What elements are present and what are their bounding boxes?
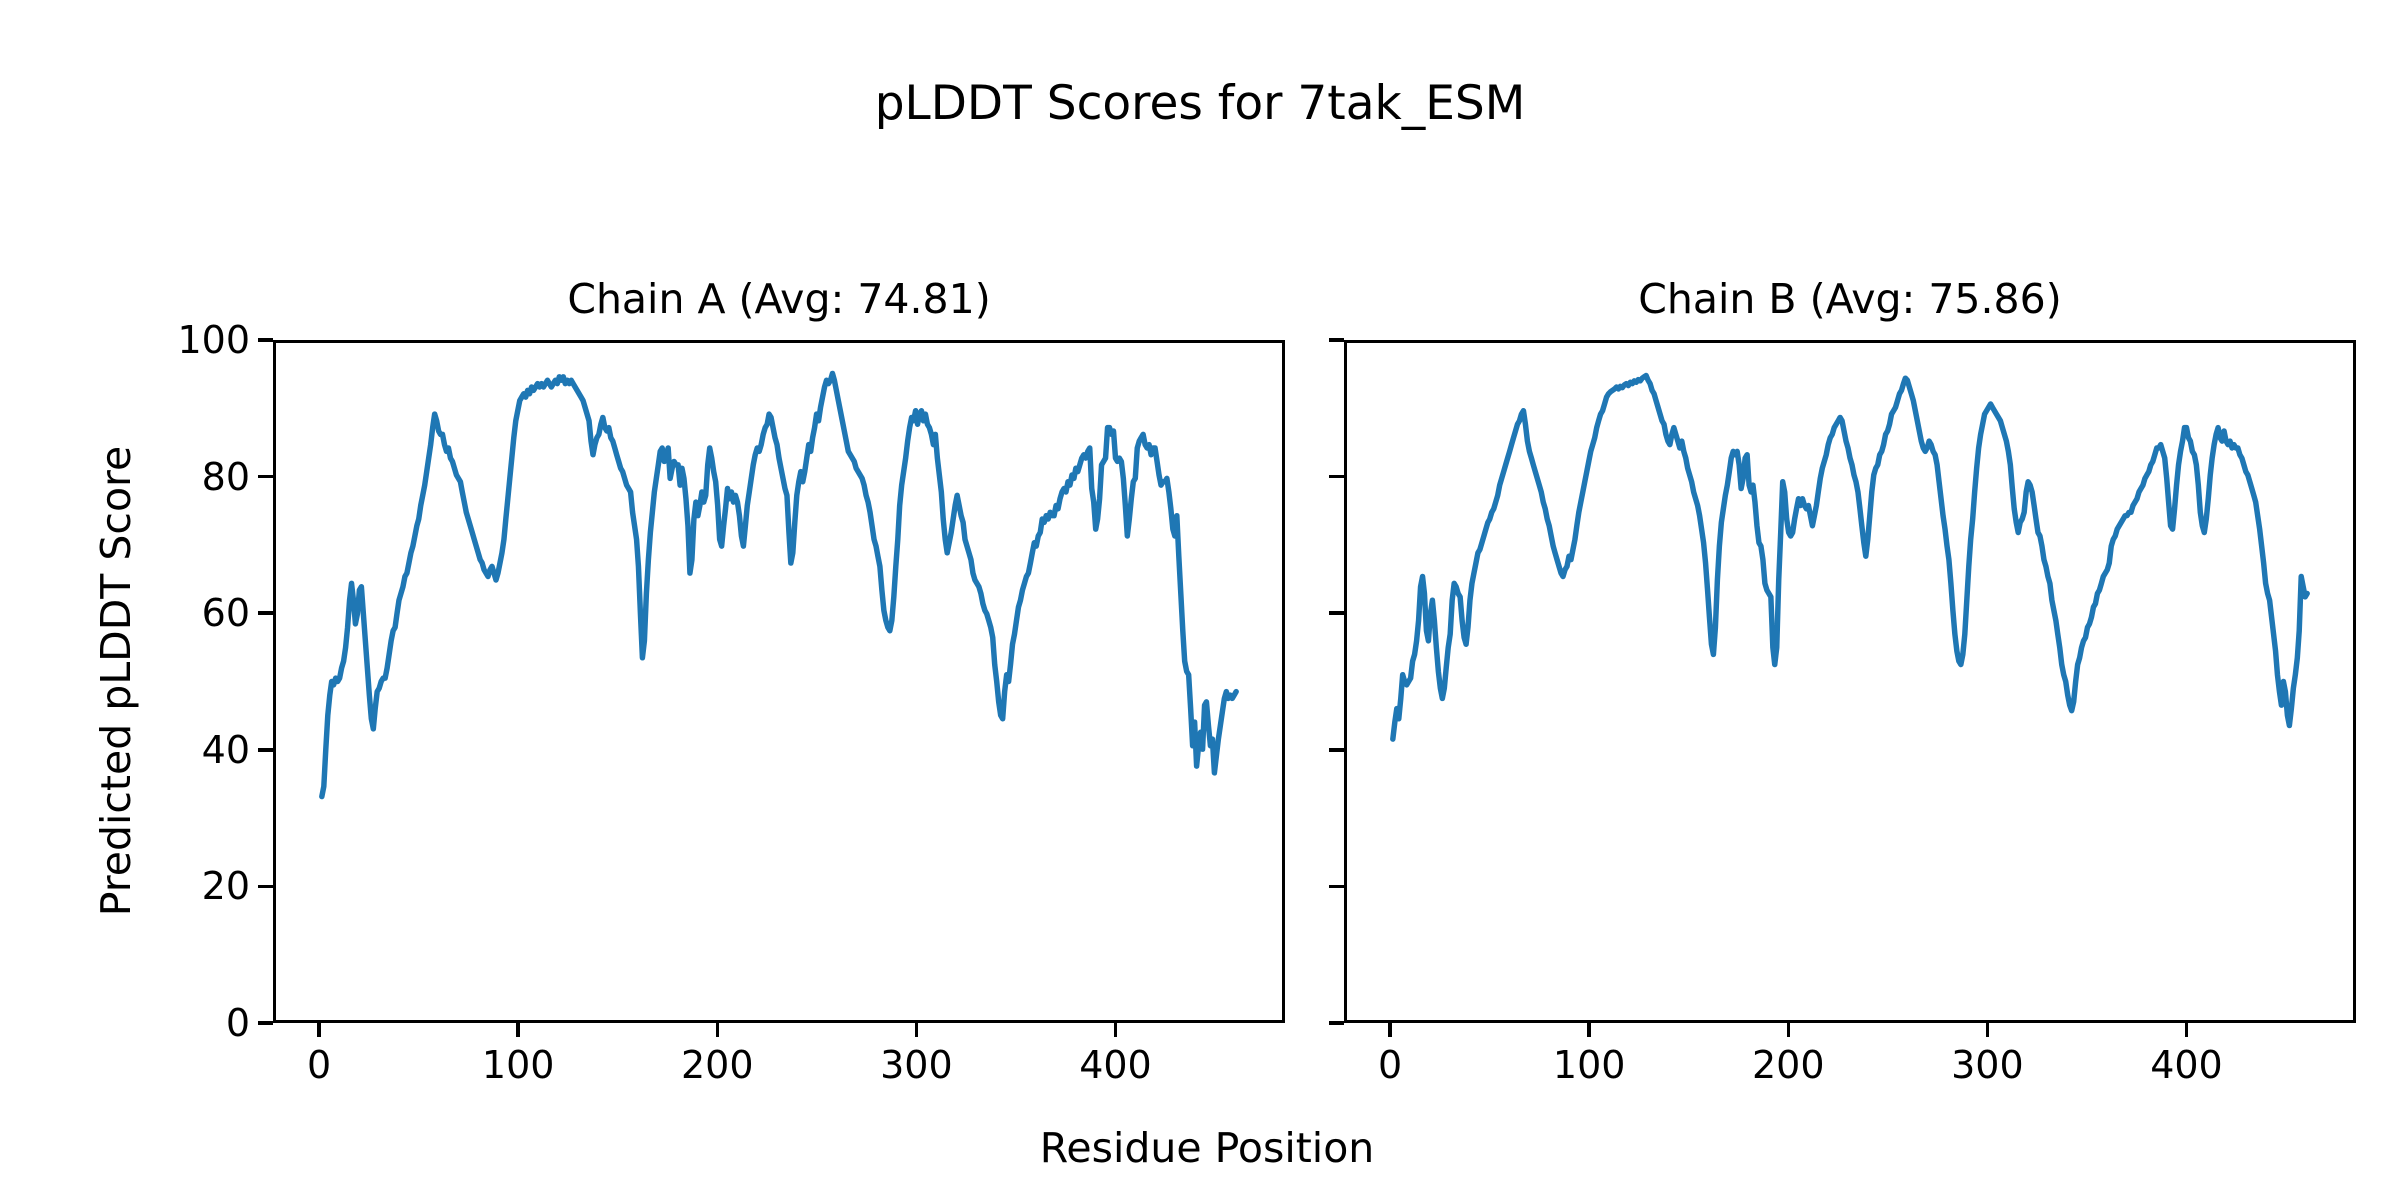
- x-tick-label: 0: [306, 1043, 332, 1087]
- subplot-title-chain-a: Chain A (Avg: 74.81): [567, 275, 991, 323]
- x-tick-label: 100: [481, 1043, 555, 1087]
- x-tick-mark: [516, 1023, 520, 1037]
- y-tick-label: 20: [201, 864, 250, 909]
- chain-b-line-chart: [1390, 372, 2310, 742]
- x-tick-mark: [1587, 1023, 1591, 1037]
- y-tick-mark: [258, 474, 273, 479]
- x-tick-label: 300: [1951, 1043, 2024, 1087]
- y-tick-label: 60: [201, 591, 250, 636]
- y-tick-label: 100: [177, 318, 250, 362]
- x-tick-mark: [2184, 1023, 2189, 1037]
- x-tick-mark: [715, 1023, 720, 1037]
- y-tick-mark: [1329, 1021, 1344, 1025]
- y-tick-mark: [1329, 338, 1344, 342]
- y-tick-mark: [258, 884, 273, 889]
- x-tick-label: 300: [880, 1043, 953, 1087]
- x-tick-label: 0: [1377, 1043, 1403, 1087]
- x-tick-mark: [1113, 1023, 1118, 1037]
- x-tick-label: 200: [1752, 1043, 1825, 1087]
- plddt-line-chain-b: [1390, 372, 2310, 742]
- x-tick-mark: [1786, 1023, 1791, 1037]
- x-tick-mark: [1985, 1023, 1990, 1037]
- figure-title: pLDDT Scores for 7tak_ESM: [874, 76, 1526, 131]
- y-tick-mark: [1329, 884, 1344, 889]
- x-tick-label: 200: [681, 1043, 754, 1087]
- y-tick-label: 80: [201, 454, 250, 499]
- y-tick-mark: [1329, 474, 1344, 479]
- chain-a-plot-area: [273, 340, 1285, 1023]
- y-tick-mark: [1329, 611, 1344, 615]
- y-axis-label: Predicted pLDDT Score: [92, 445, 140, 917]
- x-tick-label: 400: [2150, 1043, 2223, 1087]
- x-tick-mark: [317, 1023, 321, 1037]
- y-tick-mark: [258, 748, 273, 752]
- chain-b-plot-area: [1344, 340, 2356, 1023]
- plddt-line-chain-a: [319, 370, 1239, 800]
- x-tick-label: 400: [1079, 1043, 1152, 1087]
- x-tick-label: 100: [1552, 1043, 1626, 1087]
- x-tick-mark: [914, 1023, 919, 1037]
- x-tick-mark: [1388, 1023, 1392, 1037]
- y-tick-label: 40: [201, 727, 250, 772]
- y-tick-label: 0: [225, 1001, 250, 1045]
- y-tick-mark: [258, 1021, 273, 1025]
- subplot-title-chain-b: Chain B (Avg: 75.86): [1638, 275, 2062, 323]
- y-tick-mark: [258, 611, 273, 615]
- y-tick-mark: [1329, 748, 1344, 752]
- chain-a-line-chart: [319, 370, 1239, 800]
- x-axis-label: Residue Position: [1039, 1124, 1375, 1172]
- y-tick-mark: [258, 338, 273, 342]
